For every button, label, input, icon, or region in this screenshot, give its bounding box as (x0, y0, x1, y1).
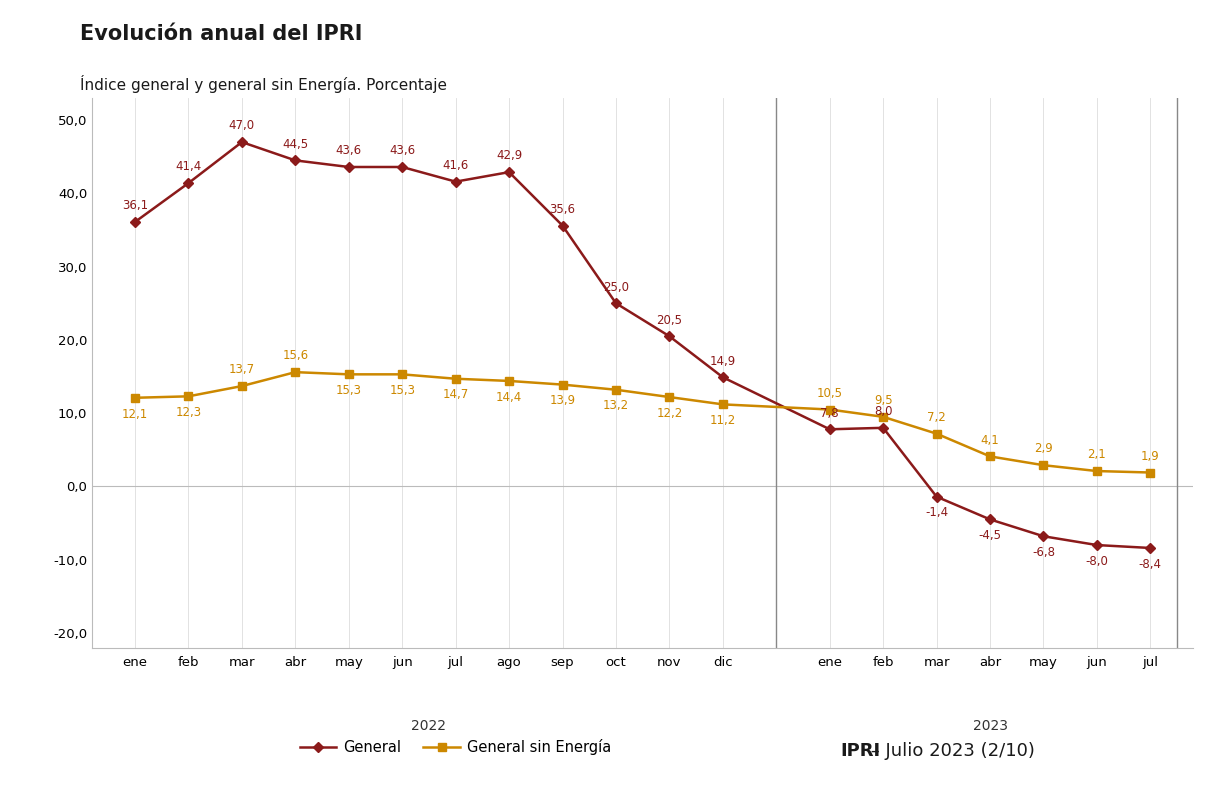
Text: 15,3: 15,3 (389, 384, 416, 397)
Text: Índice general y general sin Energía. Porcentaje: Índice general y general sin Energía. Po… (80, 75, 446, 93)
Text: 35,6: 35,6 (550, 203, 576, 216)
Text: 9,5: 9,5 (873, 394, 893, 407)
Text: 13,9: 13,9 (550, 394, 576, 407)
Text: 42,9: 42,9 (496, 149, 523, 162)
Text: – Julio 2023 (2/10): – Julio 2023 (2/10) (865, 742, 1034, 760)
Text: -8,0: -8,0 (1085, 555, 1108, 568)
Text: 25,0: 25,0 (603, 280, 629, 294)
Text: 43,6: 43,6 (336, 144, 362, 157)
Text: -8,4: -8,4 (1139, 557, 1162, 571)
Text: 14,9: 14,9 (710, 355, 736, 367)
Text: 8,0: 8,0 (873, 405, 893, 418)
Text: 12,3: 12,3 (176, 406, 202, 419)
Text: 4,1: 4,1 (980, 433, 1000, 447)
Text: -4,5: -4,5 (979, 529, 1001, 542)
Legend: General, General sin Energía: General, General sin Energía (294, 733, 617, 761)
Text: 14,4: 14,4 (496, 391, 523, 403)
Text: 13,2: 13,2 (603, 400, 629, 412)
Text: 13,7: 13,7 (229, 363, 255, 376)
Text: 20,5: 20,5 (657, 313, 683, 327)
Text: 36,1: 36,1 (122, 199, 148, 212)
Text: 14,7: 14,7 (443, 389, 469, 401)
Text: 2023: 2023 (973, 719, 1007, 733)
Text: 7,8: 7,8 (820, 407, 839, 419)
Text: 12,2: 12,2 (657, 407, 683, 420)
Text: 2,9: 2,9 (1034, 443, 1053, 455)
Text: 47,0: 47,0 (229, 119, 255, 133)
Text: Evolución anual del IPRI: Evolución anual del IPRI (80, 24, 363, 43)
Text: 41,4: 41,4 (176, 160, 202, 173)
Text: 2,1: 2,1 (1087, 448, 1106, 462)
Text: 2022: 2022 (411, 719, 446, 733)
Text: 15,3: 15,3 (336, 384, 362, 397)
Text: 11,2: 11,2 (710, 414, 736, 427)
Text: IPRI: IPRI (840, 742, 881, 760)
Text: 10,5: 10,5 (817, 387, 843, 400)
Text: -1,4: -1,4 (925, 506, 948, 520)
Text: 41,6: 41,6 (443, 159, 469, 172)
Text: 44,5: 44,5 (282, 137, 309, 151)
Text: 1,9: 1,9 (1141, 450, 1160, 463)
Text: 7,2: 7,2 (927, 411, 946, 424)
Text: IPRI – Julio 2023 (2/10): IPRI – Julio 2023 (2/10) (970, 742, 1175, 760)
Text: -6,8: -6,8 (1032, 546, 1055, 559)
Text: 15,6: 15,6 (282, 349, 309, 363)
Text: 12,1: 12,1 (122, 407, 148, 421)
Text: 43,6: 43,6 (389, 144, 416, 157)
